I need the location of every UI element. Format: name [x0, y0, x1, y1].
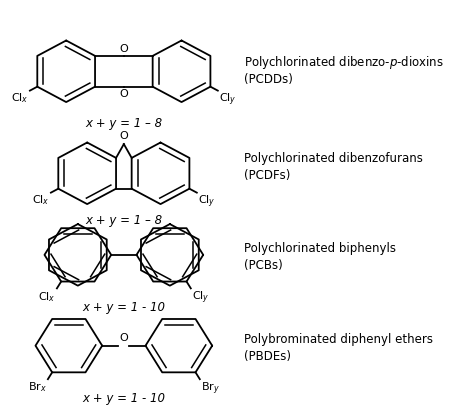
Text: Cl$_x$: Cl$_x$: [38, 290, 56, 303]
Text: Polychlorinated dibenzo-$p$-dioxins: Polychlorinated dibenzo-$p$-dioxins: [244, 54, 443, 71]
Text: O: O: [119, 131, 128, 142]
Text: Cl$_y$: Cl$_y$: [198, 193, 216, 210]
Text: (PCBs): (PCBs): [244, 259, 283, 272]
Text: (PCDFs): (PCDFs): [244, 169, 290, 182]
Text: Polychlorinated biphenyls: Polychlorinated biphenyls: [244, 243, 395, 256]
Text: Polybrominated diphenyl ethers: Polybrominated diphenyl ethers: [244, 333, 433, 346]
Text: Cl$_y$: Cl$_y$: [191, 290, 210, 306]
Text: Cl$_x$: Cl$_x$: [11, 92, 28, 105]
Text: O: O: [119, 43, 128, 54]
Text: Br$_y$: Br$_y$: [201, 380, 219, 397]
Text: x + y = 1 - 10: x + y = 1 - 10: [82, 301, 165, 314]
Text: x + y = 1 – 8: x + y = 1 – 8: [85, 214, 163, 227]
Text: Br$_x$: Br$_x$: [28, 380, 47, 394]
Text: O: O: [119, 89, 128, 99]
Text: Polychlorinated dibenzofurans: Polychlorinated dibenzofurans: [244, 152, 422, 165]
Text: Cl$_x$: Cl$_x$: [32, 193, 49, 207]
Text: (PBDEs): (PBDEs): [244, 350, 291, 363]
Text: x + y = 1 – 8: x + y = 1 – 8: [85, 117, 163, 130]
Text: O: O: [119, 333, 128, 343]
Text: (PCDDs): (PCDDs): [244, 74, 292, 86]
Text: Cl$_y$: Cl$_y$: [219, 92, 237, 108]
Text: x + y = 1 - 10: x + y = 1 - 10: [82, 392, 165, 405]
